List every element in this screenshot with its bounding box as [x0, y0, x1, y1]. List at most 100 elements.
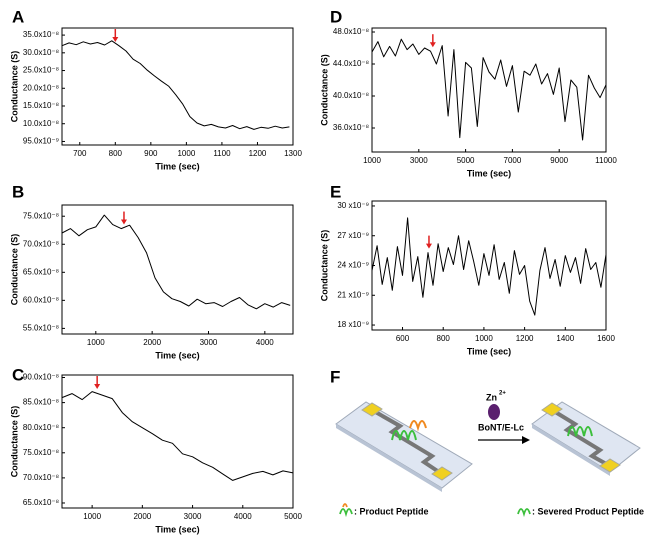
plot-frame [371, 27, 607, 153]
x-tick-label: 1000 [87, 338, 105, 347]
pad [599, 458, 621, 473]
x-tick-label: 3000 [200, 338, 218, 347]
y-axis-title: Conductance (S) [9, 234, 19, 306]
x-axis-title: Time (sec) [155, 524, 199, 534]
y-tick-label: 21 x10⁻⁹ [337, 290, 369, 299]
x-tick-label: 1000 [363, 156, 381, 165]
legend-label: : Product Peptide [354, 506, 429, 516]
y-tick-label: 20.0x10⁻⁸ [23, 83, 59, 92]
y-tick-label: 95.0x10⁻⁹ [23, 137, 59, 146]
legend-icon [517, 508, 531, 518]
panel-label: F [330, 367, 340, 386]
x-tick-label: 1000 [83, 512, 101, 521]
slide-edge [532, 424, 610, 476]
y-tick-label: 55.0x10⁻⁸ [23, 324, 59, 333]
x-tick-label: 1200 [249, 149, 267, 158]
y-tick-label: 30 x10⁻⁹ [337, 201, 369, 210]
y-tick-label: 60.0x10⁻⁸ [23, 295, 59, 304]
slide-edge [336, 424, 442, 492]
electrode [371, 408, 444, 476]
y-tick-label: 15.0x10⁻⁸ [23, 101, 59, 110]
marker-arrowhead [425, 243, 432, 249]
plot-frame [61, 204, 294, 335]
peptide [391, 430, 417, 441]
y-tick-label: 40.0x10⁻⁸ [333, 91, 369, 100]
x-tick-label: 5000 [457, 156, 475, 165]
x-tick-label: 3000 [184, 512, 202, 521]
x-tick-label: 5000 [284, 512, 302, 521]
marker-arrowhead [112, 37, 119, 42]
y-tick-label: 70.0x10⁻⁸ [23, 473, 59, 482]
peptide-severed [567, 426, 593, 437]
x-tick-label: 800 [109, 149, 123, 158]
panel-label: B [12, 182, 24, 201]
panel-label: A [12, 7, 24, 26]
y-tick-label: 27 x10⁻⁹ [337, 231, 369, 240]
y-tick-label: 65.0x10⁻⁸ [23, 267, 59, 276]
pad [361, 402, 383, 417]
plot-frame [61, 374, 294, 509]
y-tick-label: 48.0x10⁻⁸ [333, 27, 369, 36]
x-tick-label: 4000 [256, 338, 274, 347]
ion [488, 404, 500, 420]
slide [335, 401, 473, 489]
x-axis-title: Time (sec) [155, 161, 199, 171]
diagram: F Zn 2+ BoNT/E-Lc : Product Peptide : Se… [330, 367, 644, 518]
x-tick-label: 11000 [595, 156, 617, 165]
x-tick-label: 700 [73, 149, 87, 158]
y-axis-title: Conductance (S) [9, 406, 19, 478]
data-line [61, 214, 291, 310]
x-axis-title: Time (sec) [155, 350, 199, 360]
panel: E30 x10⁻⁹ 27 x10⁻⁹ 24 x10⁻⁹ 21 x10⁻⁹ 18 x10⁻… [319, 182, 615, 356]
x-tick-label: 1300 [284, 149, 302, 158]
peptide-product [409, 420, 427, 432]
y-tick-label: 44.0x10⁻⁸ [333, 59, 369, 68]
x-tick-label: 2000 [143, 338, 161, 347]
y-tick-label: 70.0x10⁻⁸ [23, 239, 59, 248]
x-axis-title: Time (sec) [467, 168, 511, 178]
pad [541, 402, 563, 417]
x-tick-label: 4000 [234, 512, 252, 521]
y-tick-label: 65.0x10⁻⁸ [23, 498, 59, 507]
y-tick-label: 35.0x10⁻⁸ [23, 30, 59, 39]
x-tick-label: 1000 [475, 334, 493, 343]
legend-label: : Severed Product Peptide [532, 506, 644, 516]
y-tick-label: 25.0x10⁻⁸ [23, 66, 59, 75]
x-tick-label: 3000 [410, 156, 428, 165]
y-tick-label: 75.0x10⁻⁸ [23, 211, 59, 220]
y-tick-label: 36.0x10⁻⁸ [333, 123, 369, 132]
data-line [371, 38, 607, 141]
x-tick-label: 1600 [597, 334, 615, 343]
y-axis-title: Conductance (S) [319, 230, 329, 302]
x-tick-label: 800 [437, 334, 451, 343]
data-line [61, 40, 290, 130]
y-tick-label: 24 x10⁻⁹ [337, 261, 369, 270]
panel-label: D [330, 7, 342, 26]
x-tick-label: 2000 [133, 512, 151, 521]
panel: C90.0x10⁻⁸ 85.0x10⁻⁸ 80.0x10⁻⁸ 75.0x10⁻⁸ 70.… [9, 365, 302, 534]
y-axis-title: Conductance (S) [319, 54, 329, 126]
x-axis-title: Time (sec) [467, 346, 511, 356]
y-tick-label: 30.0x10⁻⁸ [23, 48, 59, 57]
y-axis-title: Conductance (S) [9, 51, 19, 123]
data-line [371, 217, 607, 316]
marker-arrowhead [120, 219, 127, 225]
y-tick-label: 75.0x10⁻⁸ [23, 448, 59, 457]
y-tick-label: 18 x10⁻⁹ [337, 320, 369, 329]
ion-label: Zn [486, 392, 497, 402]
y-tick-label: 80.0x10⁻⁸ [23, 423, 59, 432]
x-tick-label: 1400 [556, 334, 574, 343]
marker-arrowhead [429, 42, 436, 48]
electrode [550, 408, 611, 468]
x-tick-label: 1200 [516, 334, 534, 343]
arrowhead [522, 436, 530, 444]
legend-icon [339, 508, 353, 518]
x-tick-label: 9000 [550, 156, 568, 165]
x-tick-label: 1100 [213, 149, 231, 158]
panel: D48.0x10⁻⁸ 44.0x10⁻⁸ 40.0x10⁻⁸ 36.0x10⁻⁸ 100… [319, 7, 617, 178]
plot-frame [61, 27, 294, 146]
x-tick-label: 1000 [177, 149, 195, 158]
panel-label: E [330, 182, 341, 201]
y-tick-label: 10.0x10⁻⁸ [23, 119, 59, 128]
